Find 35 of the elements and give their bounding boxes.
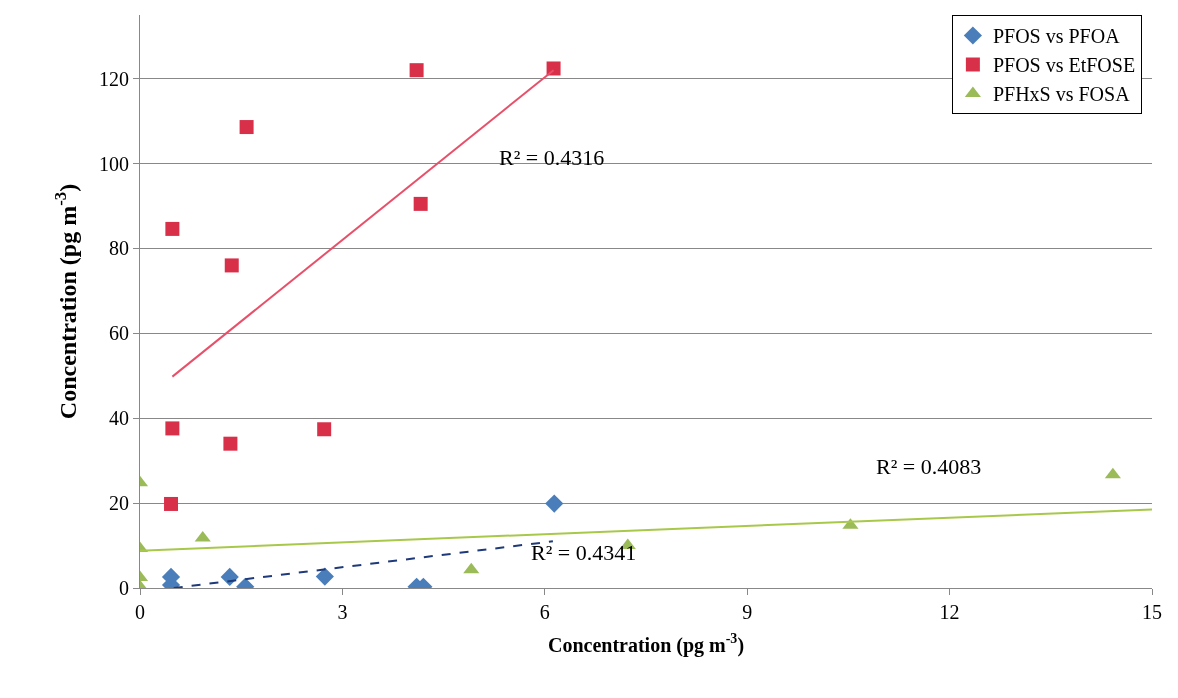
point <box>239 120 254 135</box>
point <box>223 436 238 451</box>
x-axis-title: Concentration (pg m$^{-3}$) <box>547 631 745 657</box>
legend-label: PFHxS vs FOSA <box>992 83 1131 106</box>
annotation: R² = 0.4341 <box>531 540 637 565</box>
x-tick-label: 9 <box>742 601 753 623</box>
point <box>224 258 239 273</box>
y-tick-label: 100 <box>99 152 129 175</box>
x-tick-label: 6 <box>539 601 550 623</box>
y-tick-label: 0 <box>119 577 129 599</box>
x-tick-label: 3 <box>337 601 348 623</box>
point <box>165 421 180 436</box>
y-tick-label: 60 <box>109 322 129 345</box>
point <box>545 494 564 513</box>
point <box>194 530 211 542</box>
point <box>165 221 180 236</box>
legend-label: PFOS vs EtFOSE <box>992 54 1136 77</box>
y-tick-label: 20 <box>109 492 129 515</box>
legend-label: PFOS vs PFOA <box>992 25 1121 48</box>
point <box>546 61 561 76</box>
y-tick-label: 40 <box>109 407 129 430</box>
x-tick-label: 0 <box>135 601 145 623</box>
y-tick-label: 120 <box>99 67 129 90</box>
point <box>409 63 424 78</box>
y-tick-label: 80 <box>109 237 129 260</box>
point <box>315 567 334 586</box>
point <box>1104 467 1121 479</box>
point <box>164 496 179 511</box>
point <box>463 562 480 574</box>
annotation: R² = 0.4316 <box>499 145 605 170</box>
annotation: R² = 0.4083 <box>876 454 982 479</box>
point <box>413 196 428 211</box>
point <box>317 422 332 437</box>
x-tick-label: 12 <box>939 601 960 623</box>
x-tick-label: 15 <box>1142 601 1162 623</box>
